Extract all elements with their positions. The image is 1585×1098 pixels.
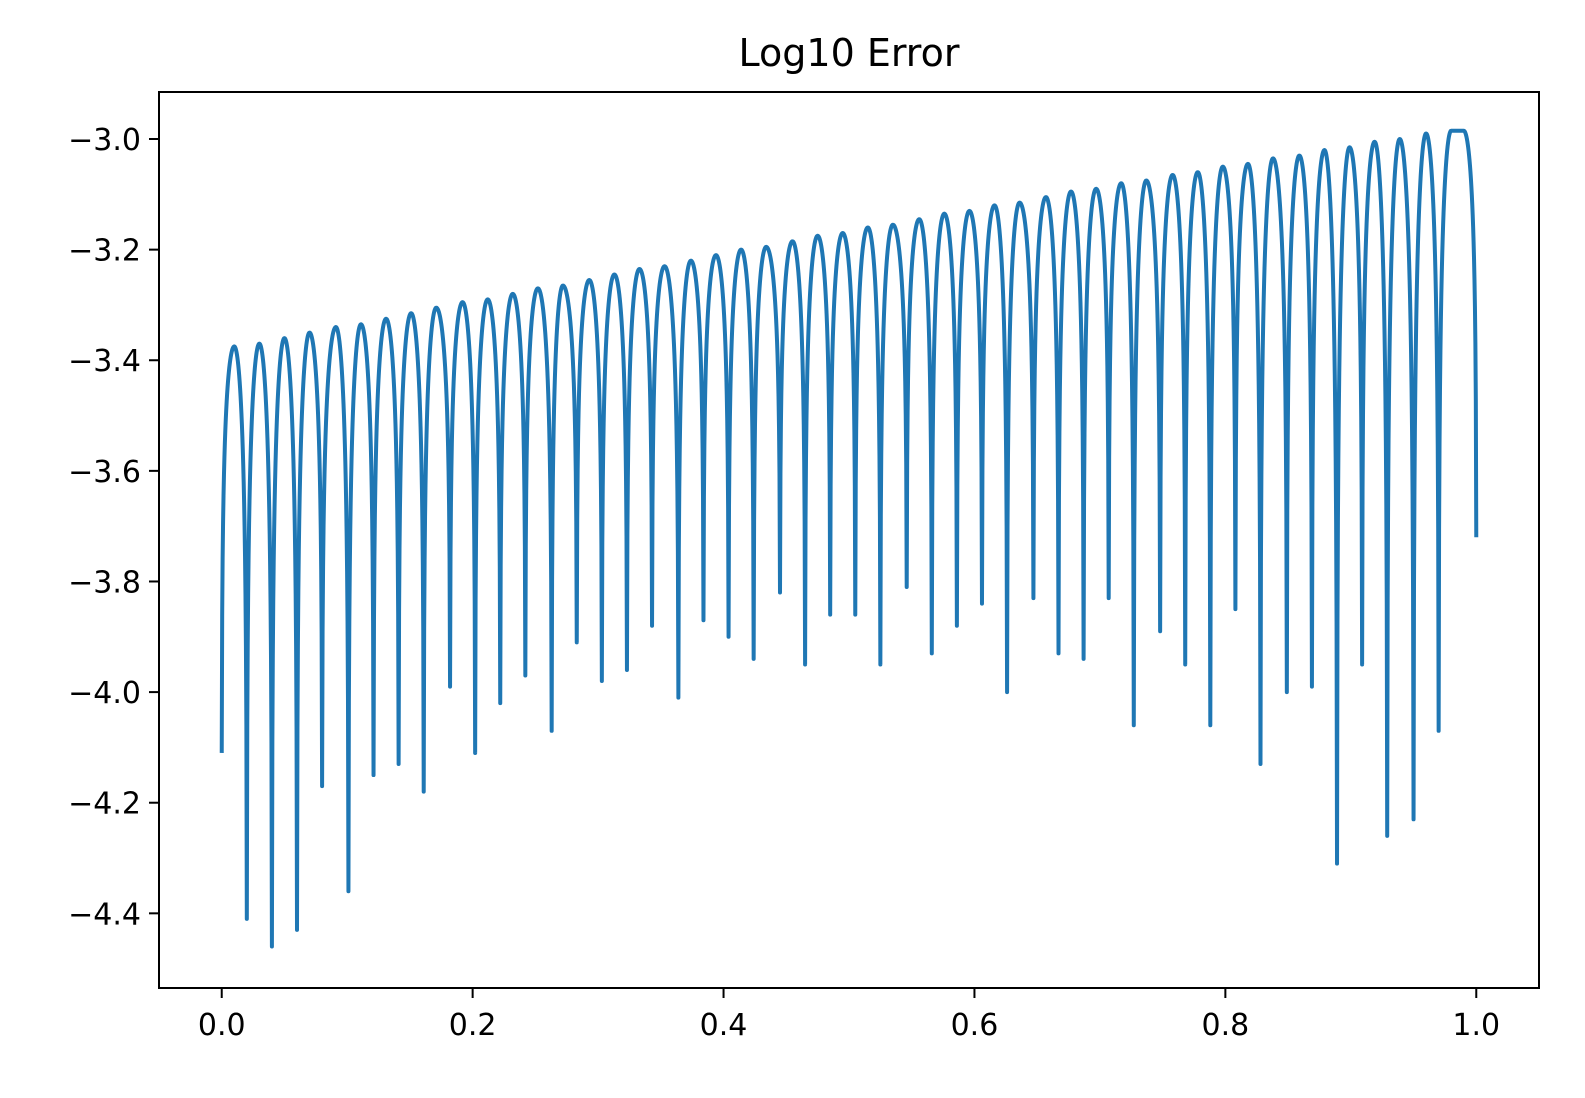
y-tick-label: −4.2 <box>68 787 141 822</box>
x-tick-label: 1.0 <box>1452 1008 1500 1043</box>
plot-area <box>219 128 1479 949</box>
y-tick-label: −3.0 <box>68 123 141 158</box>
y-tick-label: −3.8 <box>68 565 141 600</box>
y-tick-label: −4.0 <box>68 676 141 711</box>
axes-frame <box>158 91 1540 989</box>
x-tick-label: 0.8 <box>1202 1008 1250 1043</box>
x-axis: 0.0 0.2 0.4 0.6 0.8 1.0 <box>198 988 1500 1043</box>
x-tick-label: 0.4 <box>700 1008 748 1043</box>
chart-title: Log10 Error <box>739 31 960 75</box>
x-tick-label: 0.2 <box>449 1008 497 1043</box>
y-tick-label: −3.4 <box>68 344 141 379</box>
series-line <box>219 128 1479 949</box>
x-tick-label: 0.6 <box>951 1008 999 1043</box>
y-tick-label: −3.6 <box>68 455 141 490</box>
y-tick-label: −4.4 <box>68 897 141 932</box>
x-tick-label: 0.0 <box>198 1008 246 1043</box>
y-tick-label: −3.2 <box>68 234 141 269</box>
y-axis: −3.0 −3.2 −3.4 −3.6 −3.8 −4.0 −4.2 −4.4 <box>68 123 159 932</box>
